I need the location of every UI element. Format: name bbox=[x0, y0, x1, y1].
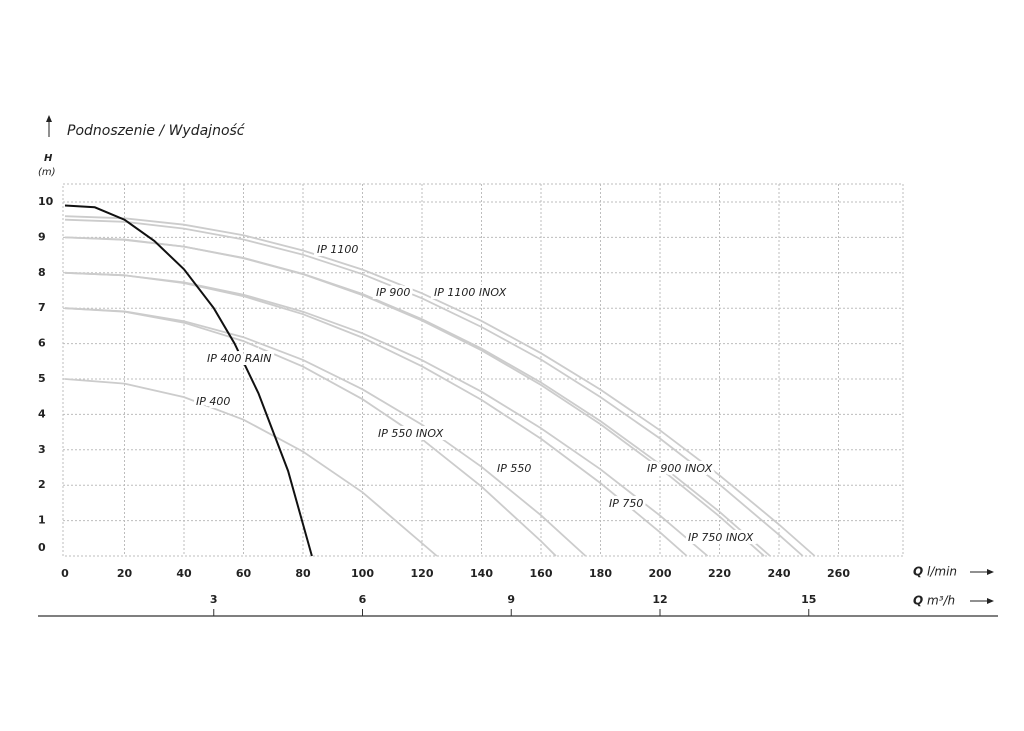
series-line bbox=[64, 236, 771, 557]
y-tick-label: 0 bbox=[38, 541, 46, 554]
series-line bbox=[64, 307, 587, 557]
series-line bbox=[64, 204, 313, 557]
y-tick-label: 8 bbox=[38, 266, 46, 279]
y-tick-label: 7 bbox=[38, 301, 46, 314]
x-arrow-head bbox=[987, 569, 994, 575]
x2-tick-label: 12 bbox=[652, 593, 667, 606]
series-label: IP 900 bbox=[376, 286, 410, 299]
y-tick-label: 3 bbox=[38, 443, 46, 456]
series-label: IP 400 bbox=[196, 395, 230, 408]
x-tick-label: 220 bbox=[708, 567, 731, 580]
series-line bbox=[64, 307, 557, 557]
series-label: IP 1100 INOX bbox=[434, 286, 507, 299]
series-line bbox=[64, 218, 804, 557]
y-tick-label: 10 bbox=[38, 195, 54, 208]
y-tick-label: 9 bbox=[38, 230, 46, 243]
x-tick-label: 160 bbox=[530, 567, 553, 580]
series-label: IP 900 INOX bbox=[647, 462, 713, 475]
y-tick-label: 4 bbox=[38, 407, 46, 420]
x-tick-label: 80 bbox=[295, 567, 311, 580]
series-line bbox=[64, 236, 765, 557]
x-tick-label: 40 bbox=[176, 567, 192, 580]
series-line bbox=[64, 378, 438, 557]
x-tick-label: 260 bbox=[827, 567, 850, 580]
x2-symbol: Q bbox=[913, 594, 923, 608]
y-tick-label: 5 bbox=[38, 372, 46, 385]
x2-unit: m³/h bbox=[927, 594, 955, 608]
chart-title: Podnoszenie / Wydajność bbox=[67, 123, 246, 139]
plot-border bbox=[62, 183, 904, 557]
x-tick-label: 0 bbox=[61, 567, 69, 580]
series-label: IP 1100 bbox=[317, 243, 358, 256]
series-label: IP 750 INOX bbox=[688, 531, 754, 544]
x-tick-label: 60 bbox=[236, 567, 252, 580]
x-tick-label: 100 bbox=[351, 567, 374, 580]
x-tick-label: 180 bbox=[589, 567, 612, 580]
x2-tick-label: 6 bbox=[359, 593, 367, 606]
x-tick-label: 140 bbox=[470, 567, 493, 580]
y-unit: (m) bbox=[38, 167, 56, 178]
x2-tick-label: 15 bbox=[801, 593, 816, 606]
y-tick-label: 2 bbox=[38, 478, 46, 491]
series-line bbox=[64, 215, 816, 557]
x2-arrow-head bbox=[987, 598, 994, 604]
y-arrow-head bbox=[46, 115, 52, 122]
y-tick-label: 6 bbox=[38, 337, 46, 350]
x-tick-label: 20 bbox=[117, 567, 133, 580]
x-tick-label: 200 bbox=[649, 567, 672, 580]
x-tick-label: 120 bbox=[411, 567, 434, 580]
x2-tick-label: 9 bbox=[507, 593, 515, 606]
series-label: IP 750 bbox=[609, 497, 643, 510]
series-label: IP 550 bbox=[497, 462, 531, 475]
y-label: H bbox=[44, 153, 53, 164]
x-unit: l/min bbox=[927, 565, 957, 579]
x2-tick-label: 3 bbox=[210, 593, 218, 606]
series-label: IP 400 RAIN bbox=[207, 352, 272, 365]
x-symbol: Q bbox=[913, 565, 923, 579]
x-tick-label: 240 bbox=[768, 567, 791, 580]
y-tick-label: 1 bbox=[38, 514, 46, 527]
series-line bbox=[64, 271, 709, 557]
series-label: IP 550 INOX bbox=[378, 427, 444, 440]
